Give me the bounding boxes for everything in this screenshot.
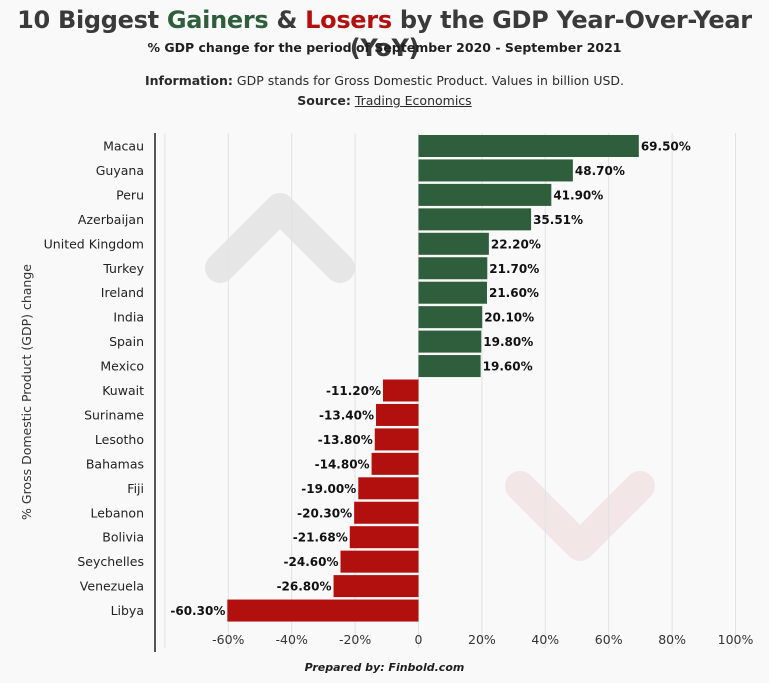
bar <box>418 232 489 255</box>
data-label: -14.80% <box>315 457 370 471</box>
bar <box>374 428 419 451</box>
title-prefix: 10 Biggest <box>17 6 167 34</box>
x-tick-label: -40% <box>276 632 308 647</box>
bar <box>418 257 488 280</box>
info-text: GDP stands for Gross Domestic Product. V… <box>232 73 625 88</box>
bar <box>418 330 482 353</box>
x-tick-label: -60% <box>212 632 244 647</box>
category-label: Lesotho <box>95 432 144 447</box>
category-label: Azerbaijan <box>78 212 144 227</box>
x-tick-label: 80% <box>658 632 686 647</box>
category-label: Lebanon <box>90 505 144 520</box>
data-label: -11.20% <box>326 384 381 398</box>
category-label: Mexico <box>100 359 144 374</box>
data-label: -13.80% <box>318 433 373 447</box>
bar <box>418 355 481 378</box>
bar <box>382 379 419 402</box>
title-losers: Losers <box>305 6 392 34</box>
x-tick-label: 20% <box>468 632 496 647</box>
category-label: Kuwait <box>102 383 144 398</box>
category-label: Bahamas <box>86 456 144 471</box>
bar <box>371 452 419 475</box>
bar <box>349 526 419 549</box>
watermark-up-arrow <box>205 193 355 283</box>
category-label: Macau <box>103 139 144 154</box>
data-label: 69.50% <box>641 140 691 154</box>
y-axis-label: % Gross Domestic Product (GDP) change <box>19 264 34 520</box>
category-label: Suriname <box>84 407 144 422</box>
data-label: -60.30% <box>170 604 225 618</box>
category-label: Guyana <box>96 163 144 178</box>
data-label: -24.60% <box>284 555 339 569</box>
watermark-down-arrow <box>505 471 655 561</box>
category-label: India <box>113 310 144 325</box>
bar <box>358 477 419 500</box>
bar <box>418 281 487 304</box>
source-label: Source: <box>297 93 351 108</box>
data-label: 19.60% <box>483 360 533 374</box>
bar <box>376 403 419 426</box>
bar <box>418 208 532 231</box>
bar <box>333 575 419 598</box>
x-tick-label: 0 <box>415 632 423 647</box>
data-labels: 69.50% 48.70% 41.90% 35.51% 22.20% 21.70% 21.6… <box>170 140 690 619</box>
data-label: 19.80% <box>483 335 533 349</box>
chart-subtitle: % GDP change for the period of September… <box>147 40 622 55</box>
data-label: 22.20% <box>491 237 541 251</box>
category-label: United Kingdom <box>44 236 144 251</box>
x-tick-label: 100% <box>718 632 754 647</box>
data-label: -20.30% <box>297 506 352 520</box>
data-label: 20.10% <box>484 311 534 325</box>
category-label: Seychelles <box>77 554 144 569</box>
x-tick-labels: -60% -40% -20% 0 20% 40% 60% 80% 100% <box>212 632 753 647</box>
bar <box>418 135 639 157</box>
bar <box>418 306 483 329</box>
x-tick-label: 60% <box>595 632 623 647</box>
source-line: Source: Trading Economics <box>0 93 769 108</box>
category-label: Ireland <box>101 285 144 300</box>
x-tick-label: -20% <box>339 632 371 647</box>
category-label: Venezuela <box>80 579 144 594</box>
data-label: -21.68% <box>293 531 348 545</box>
bar <box>418 159 573 182</box>
category-label: Turkey <box>102 261 144 276</box>
footer-credit: Prepared by: Finbold.com <box>304 661 465 674</box>
bar <box>227 599 419 622</box>
title-amp: & <box>268 6 306 34</box>
watermark-arrows <box>205 193 655 561</box>
bar <box>418 183 552 206</box>
info-label: Information: <box>144 73 233 88</box>
bar <box>340 550 419 573</box>
title-gainers: Gainers <box>166 6 269 34</box>
data-label: 35.51% <box>533 213 583 227</box>
category-label: Spain <box>109 334 144 349</box>
data-label: 48.70% <box>575 164 625 178</box>
category-label: Bolivia <box>102 530 144 545</box>
data-label: -19.00% <box>301 482 356 496</box>
data-label: 21.60% <box>489 286 539 300</box>
source-link[interactable]: Trading Economics <box>354 93 472 108</box>
title-suffix: by the GDP Year-Over-Year (YoY) <box>349 6 752 62</box>
data-label: 21.70% <box>489 262 539 276</box>
category-label: Fiji <box>127 481 144 496</box>
bar <box>354 501 419 524</box>
info-line: Information: GDP stands for Gross Domest… <box>0 73 769 88</box>
x-tick-label: 40% <box>531 632 559 647</box>
category-label: Peru <box>116 187 144 202</box>
data-label: -13.40% <box>319 408 374 422</box>
category-labels: Macau Guyana Peru Azerbaijan United Kingdom T… <box>44 139 145 619</box>
data-label: 41.90% <box>553 188 603 202</box>
chart-title: 10 Biggest Gainers & Losers by the GDP Y… <box>0 6 769 62</box>
data-label: -26.80% <box>277 580 332 594</box>
category-label: Libya <box>111 603 144 618</box>
bars <box>227 135 639 622</box>
